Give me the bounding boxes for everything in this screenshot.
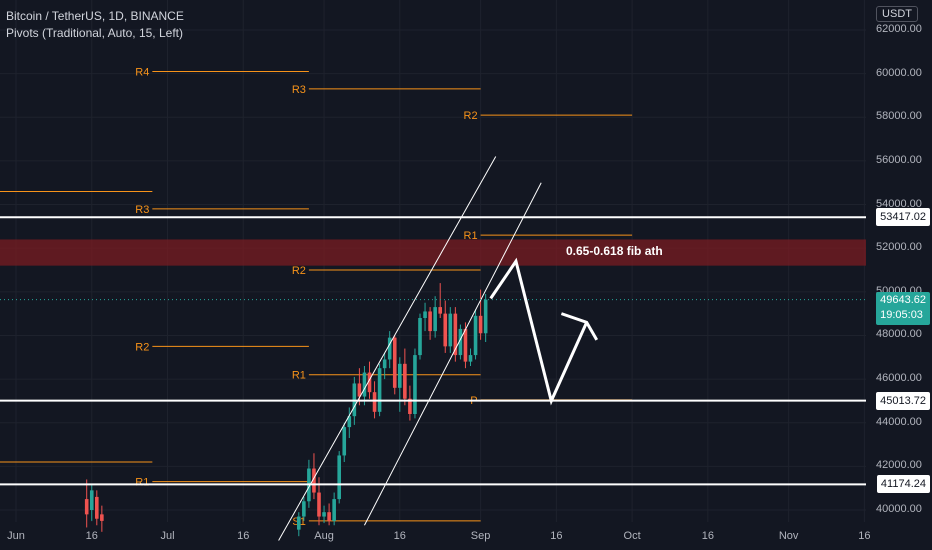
legend: Bitcoin / TetherUS, 1D, BINANCE Pivots (… xyxy=(6,8,184,42)
price-tick-label: 40000.00 xyxy=(876,503,922,515)
pivot-label: R2 xyxy=(292,265,306,277)
symbol-line[interactable]: Bitcoin / TetherUS, 1D, BINANCE xyxy=(6,9,184,23)
candle-body xyxy=(377,368,382,412)
price-tick-label: 46000.00 xyxy=(876,372,922,385)
key-level-tag: 45013.72 xyxy=(876,391,930,410)
candle-body xyxy=(327,512,331,521)
bar-countdown: 19:05:03 xyxy=(880,308,923,321)
time-tick-label: 16 xyxy=(858,530,871,542)
pivot-label: R3 xyxy=(135,204,149,216)
candle-body xyxy=(428,311,432,332)
candle-body xyxy=(433,307,437,332)
price-tick-label: 48000.00 xyxy=(876,328,922,341)
candle-body xyxy=(468,355,473,362)
pivot-label: R1 xyxy=(292,370,306,382)
candle-body xyxy=(483,299,488,334)
candle-body xyxy=(443,313,448,347)
time-tick-label: Sep xyxy=(470,530,491,542)
time-tick-label: Aug xyxy=(314,530,334,542)
candle-body xyxy=(357,383,362,397)
projection-path xyxy=(489,257,589,406)
price-tick-label: 44000.00 xyxy=(876,415,922,428)
time-tick-label: 16 xyxy=(85,530,98,542)
candle-body xyxy=(418,318,422,356)
time-tick-label: 16 xyxy=(393,530,406,542)
currency-badge[interactable]: USDT xyxy=(876,6,918,22)
candle-body xyxy=(342,427,347,456)
price-tick-label: 54000.00 xyxy=(876,197,922,210)
time-tick-label: Jun xyxy=(7,530,25,542)
price-tick-label: 42000.00 xyxy=(876,459,922,472)
fib-zone-label: 0.65-0.618 fib ath xyxy=(566,244,663,259)
time-tick-label: 16 xyxy=(237,530,250,542)
time-tick-label: 16 xyxy=(701,530,714,542)
candle-body xyxy=(398,363,402,388)
candle-body xyxy=(372,392,377,412)
candle-body xyxy=(392,337,397,388)
projection-arrowhead xyxy=(560,312,599,341)
candle-body xyxy=(317,492,321,517)
key-level-tag: 53417.02 xyxy=(876,208,930,227)
pivot-label: R1 xyxy=(135,477,149,489)
channel-line xyxy=(278,156,497,541)
candle-body xyxy=(413,355,417,414)
candle-body xyxy=(448,313,453,347)
candle-body xyxy=(302,501,306,517)
candle-body xyxy=(463,328,468,362)
time-tick-label: 16 xyxy=(550,530,563,542)
candle-body xyxy=(438,307,442,314)
candle-body xyxy=(403,363,407,399)
current-price-tag: 49643.62 19:05:03 xyxy=(876,291,930,325)
candle-body xyxy=(297,516,301,530)
channel-line xyxy=(364,182,542,526)
candle-body xyxy=(89,490,94,510)
candle-body xyxy=(473,315,478,356)
candle-body xyxy=(362,372,367,397)
price-tick-label: 52000.00 xyxy=(876,241,922,254)
pivot-label: R2 xyxy=(464,110,478,122)
candle-body xyxy=(100,514,104,521)
key-level-tag: 41174.24 xyxy=(876,475,930,494)
current-price-value: 49643.62 xyxy=(880,293,926,306)
time-tick-label: Nov xyxy=(778,530,799,542)
pivot-label: R1 xyxy=(464,230,478,242)
pivot-label: R2 xyxy=(135,341,149,353)
price-tick-label: 56000.00 xyxy=(876,153,922,166)
pivot-label: R4 xyxy=(135,66,149,78)
price-tick-label: 62000.00 xyxy=(876,23,922,35)
candle-body xyxy=(458,328,463,356)
candle-body xyxy=(322,512,326,517)
candle-body xyxy=(347,416,352,428)
candle-body xyxy=(387,337,392,360)
indicator-line[interactable]: Pivots (Traditional, Auto, 15, Left) xyxy=(6,26,183,40)
time-tick-label: Oct xyxy=(623,530,641,542)
candle-body xyxy=(312,468,316,493)
candle-body xyxy=(478,315,483,334)
candle-body xyxy=(382,359,387,369)
candle-body xyxy=(408,398,412,414)
candle-body xyxy=(332,499,336,521)
candle-body xyxy=(337,455,341,500)
price-tick-label: 60000.00 xyxy=(876,66,922,79)
pivot-label: R3 xyxy=(292,84,306,96)
candle-body xyxy=(84,499,89,515)
candle-body xyxy=(423,311,427,318)
candle-body xyxy=(367,372,372,393)
candle-body xyxy=(95,496,99,519)
time-tick-label: Jul xyxy=(160,530,175,542)
candle-body xyxy=(453,313,458,356)
fib-zone xyxy=(0,239,866,266)
price-tick-label: 58000.00 xyxy=(876,110,922,123)
